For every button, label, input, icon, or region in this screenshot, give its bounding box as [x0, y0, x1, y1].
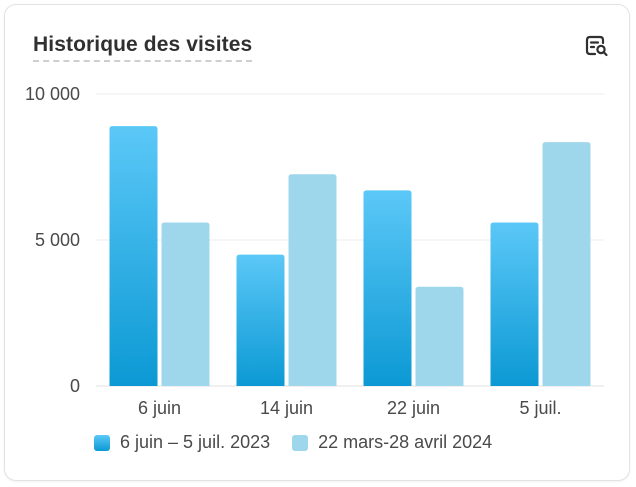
- bar-2023[interactable]: [109, 126, 158, 387]
- y-tick-label: 10 000: [25, 84, 80, 104]
- legend-swatch: [94, 434, 110, 451]
- legend-swatch: [292, 434, 309, 451]
- bar-2024[interactable]: [415, 286, 464, 386]
- bar-2023[interactable]: [490, 222, 539, 386]
- x-tick-label: 14 juin: [260, 398, 313, 418]
- bar-2023[interactable]: [236, 254, 285, 386]
- chart-legend: 6 juin – 5 juil. 2023 22 mars-28 avril 20…: [94, 432, 514, 453]
- report-search-button[interactable]: [580, 31, 614, 61]
- search-report-icon: [585, 35, 608, 57]
- x-tick-label: 5 juil.: [519, 398, 561, 418]
- y-tick-label: 5 000: [35, 230, 80, 250]
- x-tick-label: 6 juin: [138, 398, 181, 418]
- card-title[interactable]: Historique des visites: [33, 33, 253, 62]
- x-tick-label: 22 juin: [387, 398, 440, 418]
- bar-2024[interactable]: [161, 222, 210, 386]
- y-tick-label: 0: [70, 376, 80, 396]
- legend-label: 22 mars-28 avril 2024: [318, 432, 493, 452]
- bar-2024[interactable]: [542, 142, 591, 386]
- bar-2024[interactable]: [288, 174, 337, 386]
- bar-2023[interactable]: [363, 190, 412, 386]
- legend-item[interactable]: 22 mars-28 avril 2024: [292, 432, 492, 453]
- legend-label: 6 juin – 5 juil. 2023: [120, 432, 271, 452]
- legend-item[interactable]: 6 juin – 5 juil. 2023: [94, 432, 270, 453]
